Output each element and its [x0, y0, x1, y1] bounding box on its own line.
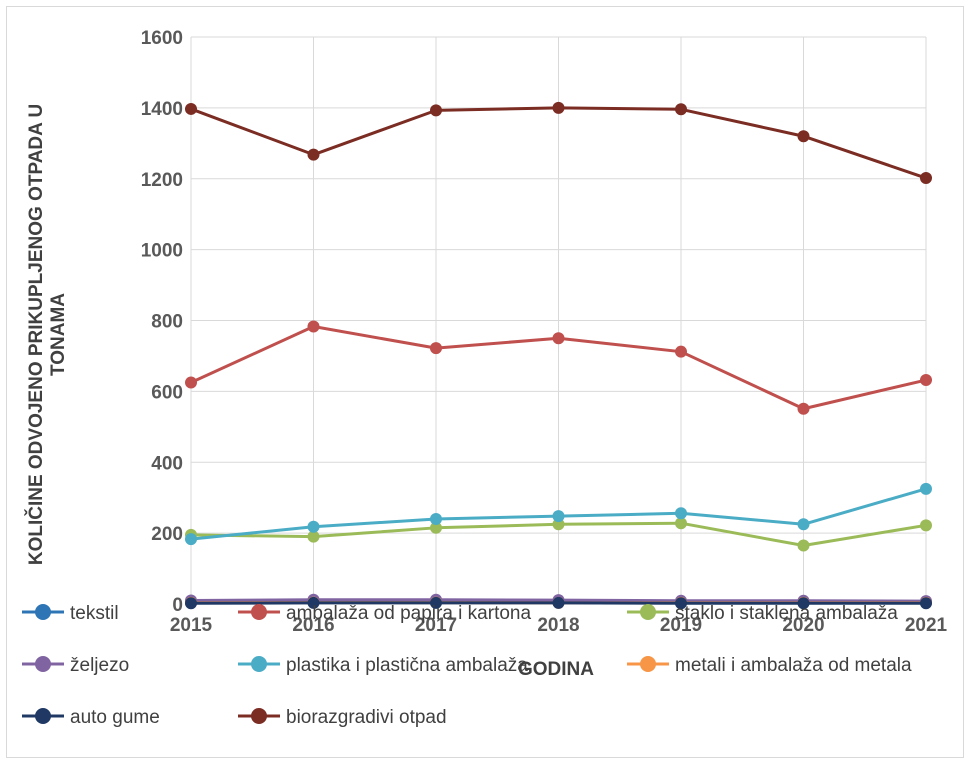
data-point: [307, 596, 320, 609]
data-point: [920, 172, 932, 185]
data-point: [675, 345, 687, 358]
data-point: [675, 103, 687, 116]
data-point: [185, 102, 197, 115]
x-tick-label: 2020: [782, 615, 824, 636]
y-tick-label: 1400: [141, 99, 183, 120]
data-point: [675, 507, 687, 520]
x-tick-label: 2019: [660, 615, 702, 636]
legend-label-3: željezo: [70, 655, 129, 676]
y-axis-title-line-1: KOLIČINE ODVOJENO PRIKUPLJENOG OTPADA U: [25, 104, 47, 565]
data-point: [185, 597, 197, 610]
data-point: [920, 374, 932, 387]
data-point: [552, 596, 565, 609]
data-point: [920, 482, 932, 495]
x-tick-label: 2017: [415, 615, 457, 636]
data-point: [307, 520, 320, 533]
data-point: [797, 402, 810, 415]
legend-marker-2: [640, 604, 656, 620]
legend-label-6: auto gume: [70, 707, 160, 728]
y-tick-label: 0: [172, 595, 183, 616]
legend-marker-6: [35, 708, 51, 724]
legend-marker-4: [251, 656, 267, 672]
legend-marker-3: [35, 656, 51, 672]
data-point: [797, 518, 810, 531]
data-point: [307, 320, 320, 333]
legend-label-1: ambalaža od papira i kartona: [286, 603, 531, 624]
y-tick-label: 1200: [141, 170, 183, 191]
data-point: [797, 539, 810, 552]
legend-marker-1: [251, 604, 267, 620]
legend-marker-0: [35, 604, 51, 620]
y-tick-label: 800: [151, 312, 183, 333]
legend-label-5: metali i ambalaža od metala: [675, 655, 912, 676]
data-point: [797, 130, 810, 143]
data-point: [675, 597, 687, 610]
chart-frame: [6, 6, 964, 758]
data-point: [307, 530, 320, 543]
x-tick-label: 2021: [905, 615, 948, 636]
x-axis-title: GODINA: [518, 659, 594, 680]
legend-label-0: tekstil: [70, 603, 119, 624]
y-tick-label: 1600: [141, 28, 183, 49]
y-tick-label: 200: [151, 524, 183, 545]
legend-label-2: staklo i staklena ambalaža: [675, 603, 898, 624]
data-point: [552, 332, 565, 345]
data-point: [430, 104, 442, 117]
legend-marker-7: [251, 708, 267, 724]
x-tick-label: 2015: [170, 615, 213, 636]
data-point: [307, 148, 320, 161]
x-tick-label: 2018: [537, 615, 579, 636]
legend-label-7: biorazgradivi otpad: [286, 707, 447, 728]
data-point: [185, 533, 197, 546]
data-point: [797, 597, 810, 610]
y-tick-label: 400: [151, 453, 183, 474]
data-point: [552, 101, 565, 114]
y-axis-title-line-2: TONAMA: [48, 293, 69, 376]
y-tick-label: 600: [151, 382, 183, 403]
data-point: [920, 597, 932, 610]
y-tick-label: 1000: [141, 241, 183, 262]
data-point: [185, 376, 197, 389]
data-point: [675, 517, 687, 530]
data-point: [430, 596, 442, 609]
data-point: [430, 521, 442, 534]
legend-marker-5: [640, 656, 656, 672]
data-point: [430, 512, 442, 525]
legend-label-4: plastika i plastična ambalaža: [286, 655, 528, 676]
x-tick-label: 2016: [292, 615, 334, 636]
data-point: [920, 519, 932, 532]
data-point: [552, 510, 565, 523]
data-point: [430, 342, 442, 355]
